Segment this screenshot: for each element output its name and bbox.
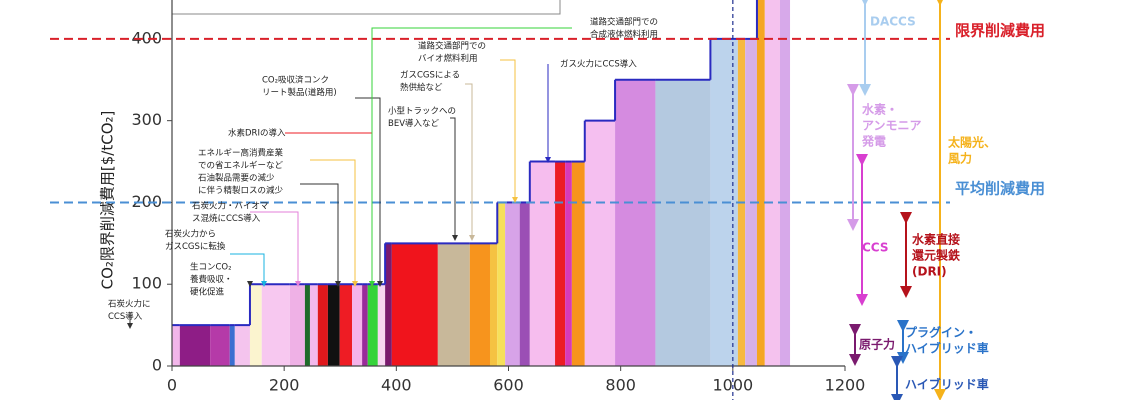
- bar: [362, 284, 368, 366]
- bar: [172, 325, 180, 366]
- annotation-text: 水素DRIの導入: [228, 128, 286, 139]
- bar: [615, 79, 656, 367]
- x-tick-label: 400: [381, 376, 412, 395]
- bar: [391, 243, 438, 366]
- bar: [529, 161, 556, 366]
- bar: [555, 161, 566, 366]
- annotation-text: 小型トラックへの: [388, 106, 456, 117]
- x-tick-label: 600: [493, 376, 524, 395]
- bar: [779, 0, 791, 366]
- x-tick-label: 0: [167, 376, 177, 395]
- annotation-text: エネルギー高消費産業: [198, 148, 284, 159]
- y-tick-label: 300: [131, 110, 162, 129]
- tech-label: ハイブリッド車: [905, 341, 989, 356]
- bar: [210, 325, 230, 366]
- annotation-text: に伴う精製ロスの減少: [198, 185, 284, 196]
- annotation-text: ス混焼にCCS導入: [192, 213, 261, 224]
- annotation-text: CO₂吸収済コンク: [262, 75, 329, 86]
- bar: [352, 284, 363, 366]
- annotation-text: CCS導入: [108, 311, 143, 322]
- bar: [229, 325, 235, 366]
- reference-label: 限界削減費用: [955, 22, 1045, 40]
- annotation-text: 合成液体燃料利用: [590, 29, 658, 40]
- tech-label: (DRI): [912, 265, 947, 279]
- annotation-text: 道路交通部門での: [418, 41, 486, 52]
- leader-line: [369, 27, 572, 287]
- tech-label: 風力: [948, 151, 972, 166]
- reference-label: 平均削減費用: [955, 180, 1045, 198]
- annotation-text: 熱供給など: [400, 82, 443, 93]
- tech-label: 太陽光、: [948, 135, 996, 150]
- annotation-text: 道路交通部門での: [590, 17, 658, 28]
- legend-box: [171, 0, 561, 15]
- annotation-text: 石炭火力から: [165, 229, 216, 240]
- tech-label: アンモニア: [862, 119, 922, 133]
- annotation-text: リート製品(道路用): [262, 87, 337, 98]
- annotation-text: 石炭火力・バイオマ: [192, 201, 269, 212]
- bar: [234, 325, 250, 366]
- annotation-text: での省エネルギーなど: [198, 160, 284, 171]
- y-tick-label: 0: [152, 356, 162, 375]
- bar: [249, 284, 262, 366]
- bar: [309, 284, 318, 366]
- tech-label: 還元製鉄: [912, 248, 960, 263]
- bar: [289, 284, 305, 366]
- tech-label: CCS: [862, 241, 888, 255]
- bar: [505, 202, 520, 366]
- leader-line: [355, 97, 383, 287]
- bar: [764, 0, 780, 366]
- annotation-text: ガスCGSに転換: [165, 241, 226, 252]
- bar: [261, 284, 290, 366]
- annotation-text: バイオ燃料利用: [418, 53, 478, 64]
- bar: [437, 243, 470, 366]
- annotation-text: 石油製品需要の減少: [198, 173, 275, 184]
- annotation-text: 石炭火力に: [108, 299, 151, 310]
- y-tick-label: 200: [131, 192, 162, 211]
- x-tick-label: 800: [605, 376, 636, 395]
- leader-line: [450, 117, 458, 241]
- tech-label: プラグイン・: [905, 325, 977, 340]
- bar: [756, 0, 765, 366]
- leader-line: [500, 59, 518, 203]
- leader-line: [465, 83, 475, 241]
- bar: [317, 284, 328, 366]
- annotation-text: 硬化促進: [190, 287, 225, 298]
- tech-label: 水素・: [862, 102, 898, 117]
- y-tick-label: 400: [131, 28, 162, 47]
- tech-label: DACCS: [870, 15, 916, 29]
- bar: [377, 284, 386, 366]
- tech-label: 原子力: [859, 337, 895, 352]
- bar: [489, 243, 498, 366]
- annotation-text: ガス火力にCCS導入: [560, 59, 637, 70]
- tech-label: 水素直接: [912, 232, 960, 247]
- bar: [584, 120, 616, 367]
- annotation-text: 養費吸収・: [190, 274, 233, 285]
- bar: [304, 284, 310, 366]
- leader-line: [310, 159, 358, 287]
- bar: [469, 243, 490, 366]
- y-axis-label: CO₂限界削減費用[$/tCO₂]: [99, 111, 117, 290]
- leader-line: [250, 211, 301, 287]
- tech-label: 発電: [861, 134, 886, 149]
- annotation-text: BEV導入など: [388, 118, 440, 129]
- bar: [565, 161, 572, 366]
- bar: [367, 284, 378, 366]
- leader-line: [300, 183, 341, 287]
- y-tick-label: 100: [131, 274, 162, 293]
- bar: [339, 284, 353, 366]
- tech-label: ハイブリッド車: [905, 377, 989, 392]
- bar: [571, 161, 585, 366]
- bar: [497, 202, 506, 366]
- bar: [655, 79, 711, 367]
- bar: [519, 202, 530, 366]
- x-tick-label: 1200: [825, 376, 866, 395]
- annotation-text: ガスCGSによる: [400, 70, 460, 81]
- annotation-text: 生コンCO₂: [190, 262, 232, 273]
- leader-line: [230, 253, 267, 287]
- bar: [385, 243, 392, 366]
- x-tick-label: 200: [269, 376, 300, 395]
- bar: [179, 325, 211, 366]
- bar: [327, 284, 340, 366]
